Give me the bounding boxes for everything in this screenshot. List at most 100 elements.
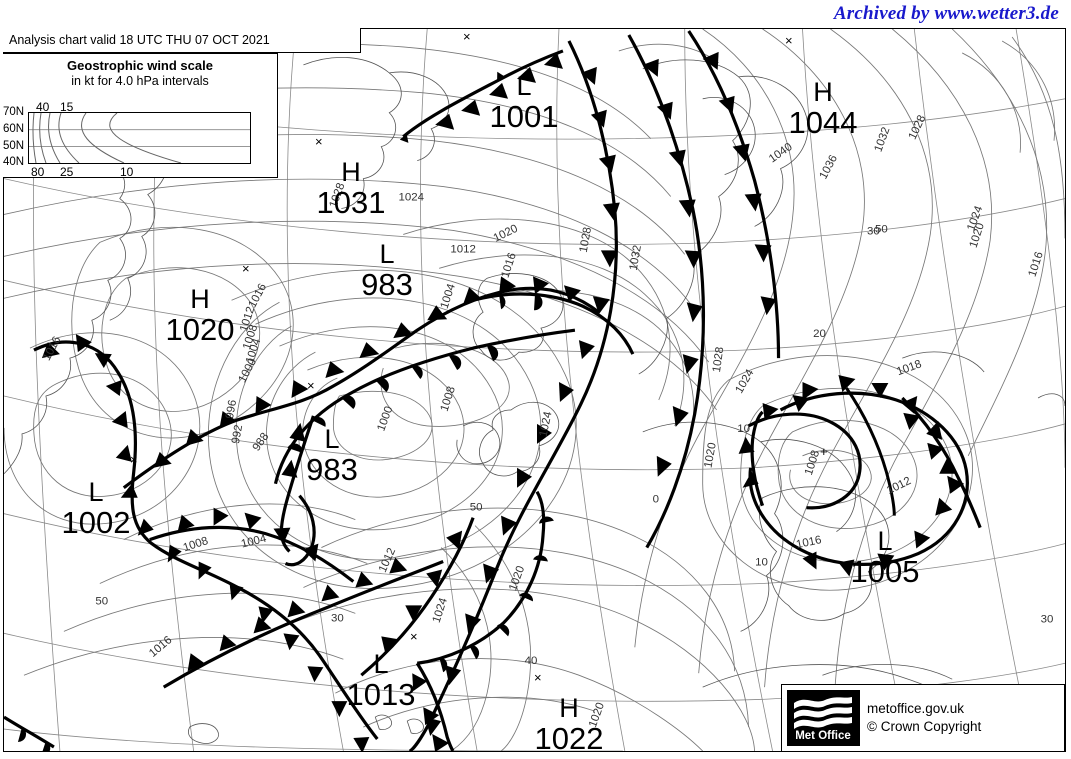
wind-scale-lat-60n: 60N bbox=[3, 123, 25, 135]
pressure-system-l-1001: L 1001 bbox=[479, 71, 569, 134]
system-type: H bbox=[559, 693, 579, 723]
isobar-label-1028: 1028 bbox=[578, 226, 594, 253]
wind-scale-plot: 70N 60N 50N 40N 40 15 80 25 10 bbox=[3, 100, 278, 179]
cold-front-baltic bbox=[687, 30, 781, 359]
isobar-label-996: 996 bbox=[224, 399, 239, 420]
met-office-mark: Met Office bbox=[787, 690, 859, 746]
met-office-url: metoffice.gov.uk bbox=[867, 700, 965, 716]
centre-mark-x: × bbox=[307, 378, 315, 393]
system-type: H bbox=[190, 284, 210, 314]
wind-scale-bot-10: 10 bbox=[120, 165, 134, 179]
system-type: L bbox=[516, 71, 532, 101]
wind-scale-top-40: 40 bbox=[36, 100, 50, 114]
system-type: L bbox=[379, 239, 395, 269]
isobar-label-1016: 1016 bbox=[795, 534, 822, 551]
cold-front-1005-sw bbox=[750, 410, 765, 507]
graticule-label-50: 50 bbox=[95, 595, 108, 607]
graticule-label-30: 30 bbox=[867, 225, 880, 237]
pressure-system-l-983: L 983 bbox=[287, 424, 377, 486]
isobar-label-1024: 1024 bbox=[431, 596, 450, 625]
occluded-front-1005 bbox=[748, 391, 969, 566]
wind-scale-lat-50n: 50N bbox=[3, 140, 25, 152]
pressure-system-l-1013: L 1013 bbox=[336, 651, 426, 712]
met-office-wordmark: Met Office bbox=[795, 730, 851, 742]
isobars bbox=[4, 29, 1065, 751]
isobar-label-988: 988 bbox=[251, 431, 272, 454]
centre-mark-x: × bbox=[785, 33, 793, 48]
isobar-label-1028: 1028 bbox=[711, 346, 726, 373]
cold-front-lower-left bbox=[162, 560, 444, 689]
graticule-label-20: 20 bbox=[813, 328, 826, 340]
wind-scale-lat-70n: 70N bbox=[3, 106, 25, 118]
isobar-label-992: 992 bbox=[230, 424, 245, 445]
system-pressure: 1031 bbox=[316, 185, 386, 220]
centre-mark-x: × bbox=[534, 670, 542, 685]
system-pressure: 1013 bbox=[346, 677, 416, 712]
graticule-label-40: 40 bbox=[525, 655, 538, 667]
system-pressure: 1020 bbox=[165, 312, 235, 347]
isobar-label-1000: 1000 bbox=[237, 357, 260, 385]
cold-front-norway-biscay bbox=[408, 40, 618, 751]
met-office-logo: Met Office metoffice.gov.uk © Crown Copy… bbox=[781, 684, 1065, 752]
isobar-label-1016: 1016 bbox=[41, 335, 64, 363]
system-pressure: 1005 bbox=[850, 554, 920, 589]
pressure-system-h-1020: H 1020 bbox=[155, 284, 245, 347]
cold-front-small-hook bbox=[284, 494, 316, 567]
pressure-system-l-983: L 983 bbox=[342, 239, 432, 302]
centre-mark-x: × bbox=[315, 134, 323, 149]
isobar-label-1032: 1032 bbox=[628, 244, 644, 271]
isobar-label-1018: 1018 bbox=[895, 358, 923, 378]
graticule-label-0: 0 bbox=[653, 494, 659, 506]
graticule-label-10: 10 bbox=[755, 557, 768, 569]
system-type: H bbox=[813, 77, 833, 107]
system-type: H bbox=[341, 157, 361, 187]
isobar-label-1024: 1024 bbox=[398, 192, 424, 204]
weather-map: 1040 1036 1032 1028 1024 1020 1016 1028 1024 1020… bbox=[3, 28, 1066, 752]
system-pressure: 1044 bbox=[788, 105, 858, 140]
isobar-label-1024: 1024 bbox=[733, 367, 756, 396]
occluded-front-983 bbox=[122, 286, 600, 490]
system-type: L bbox=[324, 424, 340, 454]
wind-scale-bot-80: 80 bbox=[31, 165, 45, 179]
cold-front-sw-tail bbox=[4, 715, 55, 749]
wind-scale-curves bbox=[29, 112, 250, 164]
graticule-label-30: 30 bbox=[331, 612, 344, 624]
wave-icon bbox=[794, 697, 852, 729]
met-office-credit: metoffice.gov.uk © Crown Copyright bbox=[859, 690, 1064, 746]
isobar-label-1004: 1004 bbox=[439, 282, 458, 311]
system-pressure: 983 bbox=[361, 267, 413, 302]
crown-copyright: © Crown Copyright bbox=[867, 719, 982, 734]
pressure-system-l-1005: L 1005 bbox=[840, 528, 930, 589]
centre-mark-x: × bbox=[130, 452, 138, 467]
pressure-system-h-1022: H 1022 bbox=[524, 695, 614, 752]
isobar-label-1020: 1020 bbox=[703, 442, 719, 469]
occluded-front-1002 bbox=[33, 340, 379, 741]
warm-front-iceland bbox=[472, 292, 635, 355]
system-pressure: 1001 bbox=[489, 99, 559, 134]
isobar-label-1004: 1004 bbox=[240, 533, 268, 551]
wind-scale-top-15: 15 bbox=[60, 100, 74, 114]
warm-front-1005-inner bbox=[747, 412, 862, 510]
cold-front-arctic bbox=[402, 49, 564, 138]
system-pressure: 1022 bbox=[534, 721, 604, 752]
isobar-label-1032: 1032 bbox=[873, 126, 893, 154]
pressure-system-l-1002: L 1002 bbox=[51, 479, 141, 540]
isobar-label-1036: 1036 bbox=[817, 153, 840, 181]
centre-mark-plus: + bbox=[820, 444, 828, 459]
isobar-label-1020: 1020 bbox=[507, 564, 527, 592]
wind-scale-grid bbox=[28, 112, 251, 164]
cold-front-1013 bbox=[415, 662, 455, 751]
analysis-title: Analysis chart valid 18 UTC THU 07 OCT 2… bbox=[3, 28, 361, 53]
isobar-label-1016: 1016 bbox=[1027, 250, 1046, 278]
geostrophic-wind-scale: Geostrophic wind scale in kt for 4.0 hPa… bbox=[3, 53, 278, 179]
system-pressure: 1002 bbox=[61, 505, 131, 540]
graticule-label-30: 30 bbox=[1041, 613, 1054, 625]
isobar-label-1016: 1016 bbox=[247, 282, 270, 310]
pressure-system-h-1031: H 1031 bbox=[306, 157, 396, 220]
centre-mark-x: × bbox=[410, 629, 418, 644]
centre-mark-x: × bbox=[463, 29, 471, 44]
wind-scale-subtitle: in kt for 4.0 hPa intervals bbox=[71, 74, 209, 88]
isobar-label-1040: 1040 bbox=[767, 141, 795, 165]
isobar-label-1012: 1012 bbox=[450, 243, 476, 255]
